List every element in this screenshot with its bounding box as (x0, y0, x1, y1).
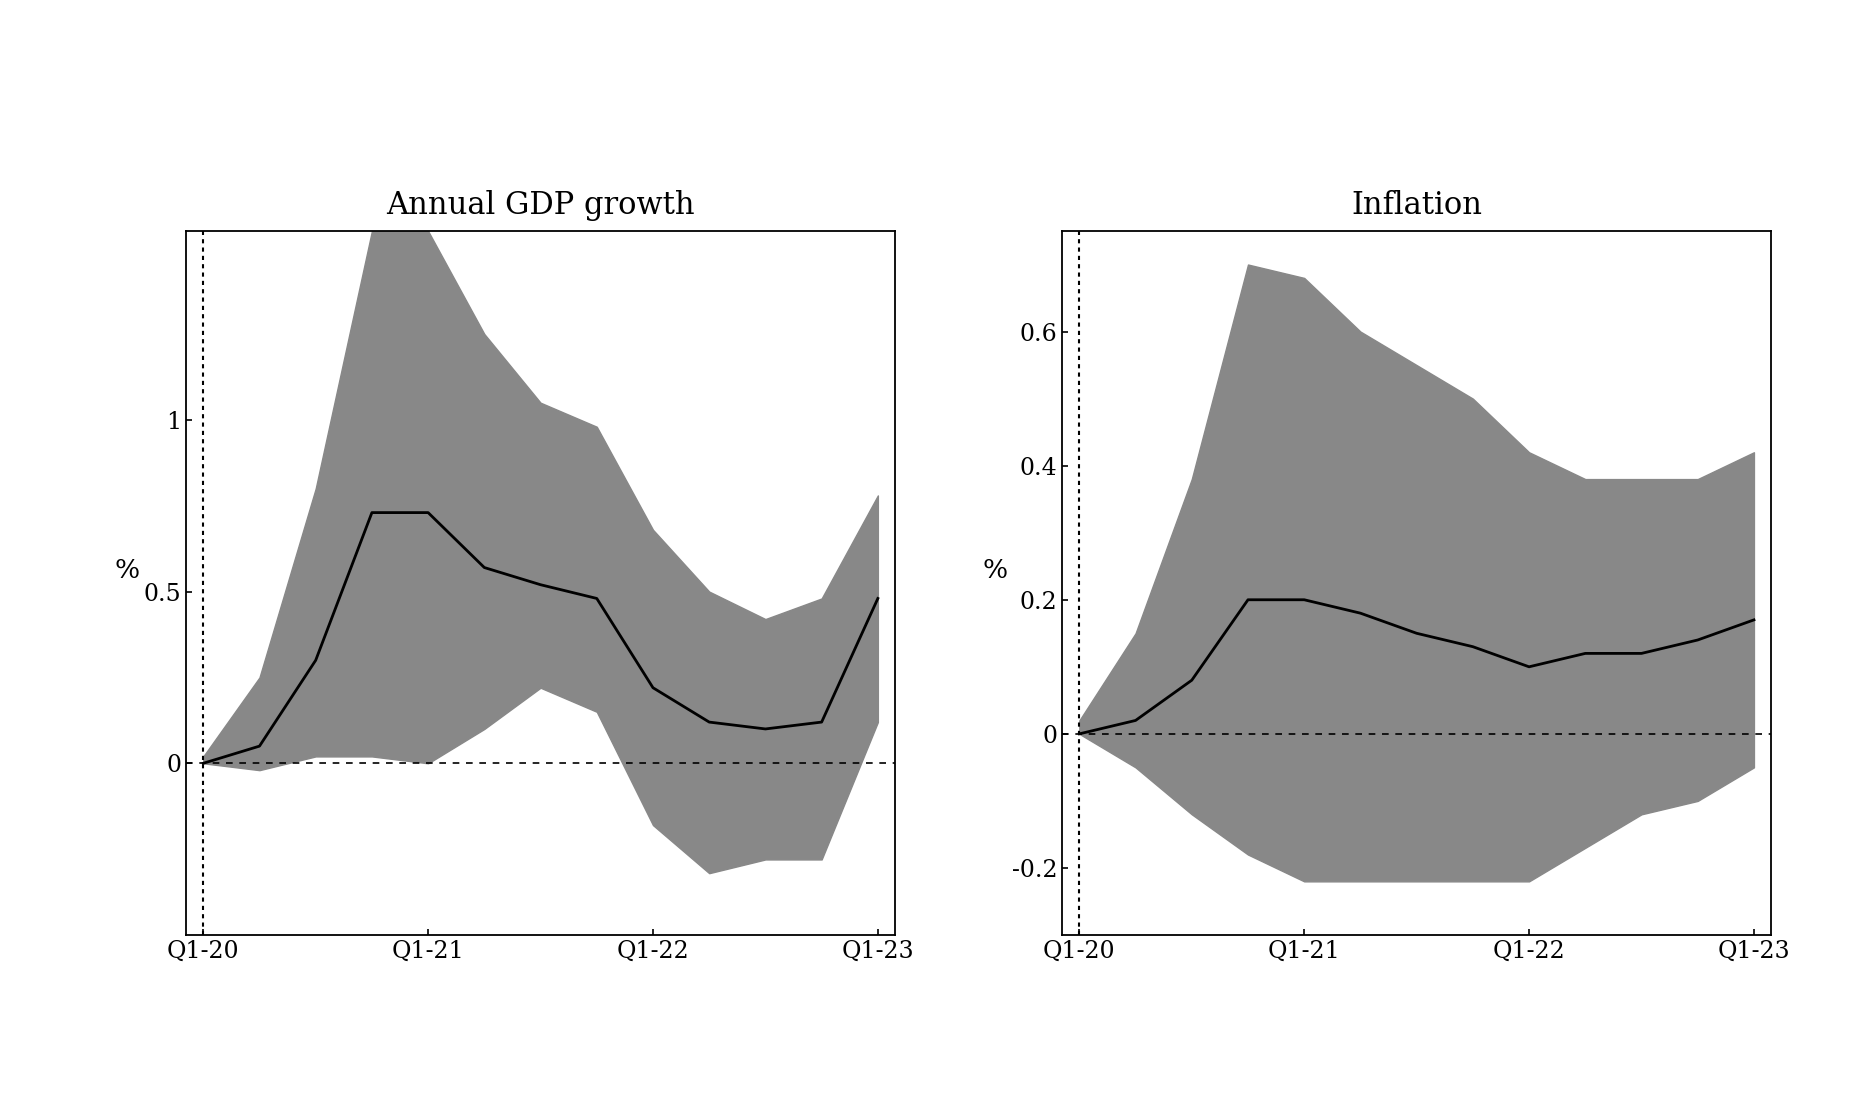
Y-axis label: %: % (116, 558, 140, 583)
Title: Inflation: Inflation (1351, 190, 1482, 221)
Title: Annual GDP growth: Annual GDP growth (386, 190, 695, 221)
Text: TLTROs conducted during the pandemic have been moderately
supportive of economic: TLTROs conducted during the pandemic hav… (117, 66, 1048, 123)
Text: Source: Bank of Finland.: Source: Bank of Finland. (114, 1013, 384, 1031)
Y-axis label: %: % (982, 558, 1008, 583)
